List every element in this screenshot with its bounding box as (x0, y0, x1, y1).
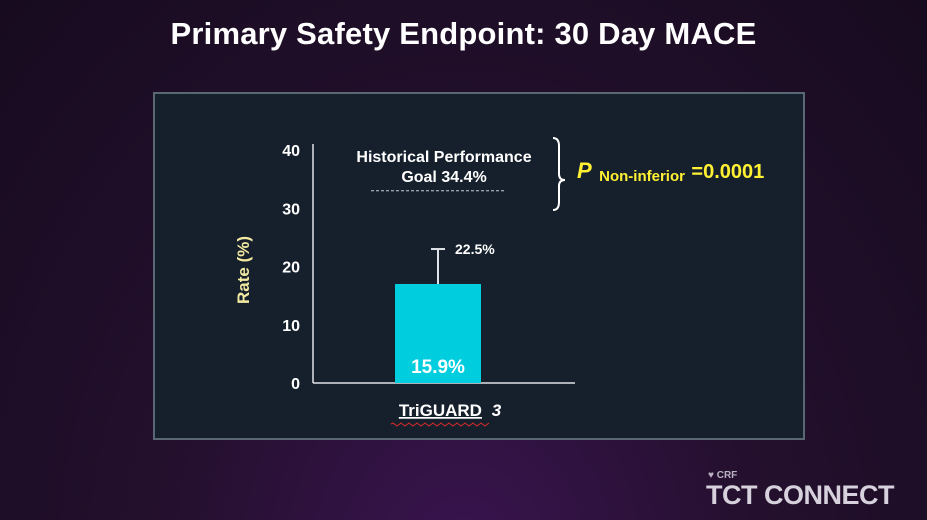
performance-goal: Historical Performance Goal 34.4% (356, 149, 532, 192)
spellcheck-underline (390, 422, 490, 427)
crf-logo: ♥ CRF (708, 470, 738, 481)
bar (395, 283, 481, 383)
y-axis-label: Rate (%) (234, 236, 253, 304)
p-value-label: P Non-inferior =0.0001 (577, 158, 764, 185)
y-tick-label: 10 (282, 318, 300, 335)
y-tick-label: 20 (282, 260, 300, 277)
bars: 15.9% 22.5% (395, 241, 495, 383)
goal-label-line1: Historical Performance (356, 149, 531, 166)
y-tick-label: 40 (282, 143, 300, 160)
p-subscript: Non-inferior (599, 168, 685, 185)
chart-panel: Rate (%) 0 10 20 30 40 15.9% 22.5% Historical… (153, 92, 805, 440)
y-axis-ticks: 0 10 20 30 40 (282, 143, 300, 393)
x-category-label: TriGUARD 3 (399, 401, 502, 420)
tct-connect-logo: TCT CONNECT (706, 480, 894, 510)
p-value: =0.0001 (691, 161, 764, 183)
category-name: TriGUARD (399, 401, 482, 420)
right-brace (552, 137, 566, 211)
crf-text: CRF (716, 470, 738, 481)
p-symbol: P (577, 158, 592, 183)
chart-svg: Rate (%) 0 10 20 30 40 15.9% 22.5% Historical… (234, 137, 764, 427)
error-bar-label: 22.5% (455, 241, 495, 257)
category-number: 3 (492, 401, 502, 420)
y-tick-label: 0 (291, 376, 300, 393)
bar-value-label: 15.9% (411, 357, 465, 378)
goal-label-line2: Goal 34.4% (401, 169, 486, 186)
y-tick-label: 30 (282, 201, 300, 218)
slide-title: Primary Safety Endpoint: 30 Day MACE (170, 16, 757, 51)
